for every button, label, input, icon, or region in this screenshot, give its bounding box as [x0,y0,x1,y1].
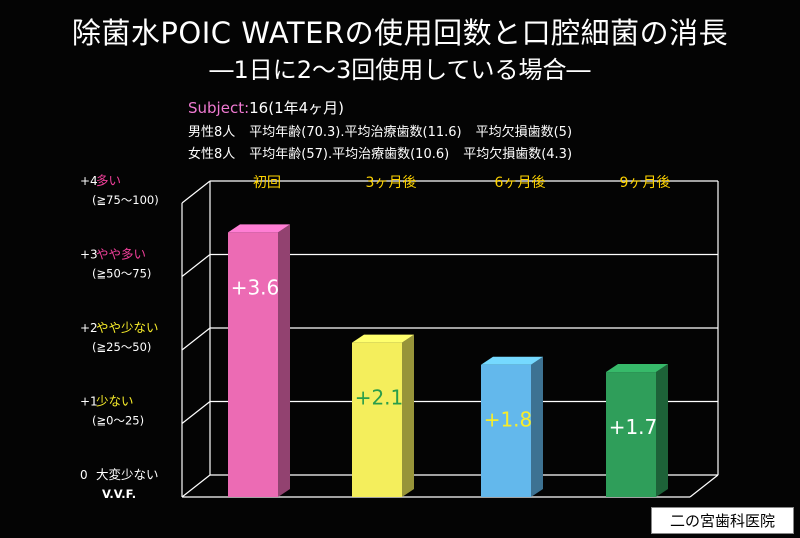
level-range-0: V.V.F. [102,487,136,501]
level-range-4: (≧75～100) [92,193,159,207]
bar-top-3 [606,364,668,373]
bar-value-label-0: +3.6 [231,275,280,299]
bar-side-1 [402,334,414,497]
subject-label: Subject: [188,99,250,117]
bar-top-0 [228,224,290,233]
female-age: 平均年齢(57). [249,147,333,162]
category-label-3: 9ヶ月後 [620,175,671,191]
bar-side-3 [656,364,668,497]
male-age: 平均年齢(70.3). [249,125,345,140]
bar-1 [352,342,402,497]
male-missing: 平均欠損歯数(5) [475,125,573,140]
subject-note: (1年4ヶ月) [268,99,345,117]
bar-value-label-1: +2.1 [355,386,404,410]
level-range-1: (≧0～25) [92,414,144,428]
gridline-side-2 [181,327,211,351]
level-range-2: (≧25～50) [92,340,151,354]
level-number-3: +3 [80,248,98,262]
female-count: 女性8人 [188,147,236,162]
male-info: 男性8人 平均年齢(70.3).平均治療歯数(11.6) 平均欠損歯数(5) [188,121,586,140]
gridline-side-0 [181,474,211,498]
level-label-1: 少ない [96,394,134,409]
level-number-1: +1 [80,395,98,409]
bar-3 [606,372,656,497]
male-count: 男性8人 [188,125,236,140]
level-range-3: (≧50～75) [92,267,151,281]
clinic-name: 二の宮歯科医院 [650,507,794,534]
category-label-0: 初回 [253,174,281,191]
bar-0 [228,232,278,497]
bar-side-0 [278,224,290,497]
bar-value-label-3: +1.7 [609,415,658,439]
level-number-4: +4 [80,174,98,188]
level-label-0: 大変少ない [96,467,159,482]
female-treated: 平均治療歯数(10.6) [332,147,450,162]
gridline-side-4 [181,180,211,204]
level-number-0: 0 [80,468,88,482]
bar-2 [481,364,531,497]
bar-side-2 [531,356,543,497]
subject-value: 16 [249,99,269,117]
category-label-2: 6ヶ月後 [495,175,546,191]
bar-value-label-2: +1.8 [484,408,533,432]
level-number-2: +2 [80,321,98,335]
female-missing: 平均欠損歯数(4.3) [463,147,573,162]
subject-line: Subject:16(1年4ヶ月) [188,97,344,118]
floor-right-edge [689,474,719,498]
level-label-4: 多い [96,173,121,188]
chart-title: 除菌水POIC WATERの使用回数と口腔細菌の消長 [71,16,729,50]
male-treated: 平均治療歯数(11.6) [344,125,462,140]
gridline-side-3 [181,254,211,277]
bar-top-1 [352,334,414,343]
category-label-1: 3ヶ月後 [366,175,417,191]
chart-subtitle: ―1日に2～3回使用している場合― [209,56,591,84]
level-label-2: やや少ない [96,320,159,335]
level-label-3: やや多い [96,247,146,262]
bar-top-2 [481,356,543,365]
female-info: 女性8人 平均年齢(57).平均治療歯数(10.6) 平均欠損歯数(4.3) [188,143,586,162]
gridline-side-1 [181,401,211,424]
